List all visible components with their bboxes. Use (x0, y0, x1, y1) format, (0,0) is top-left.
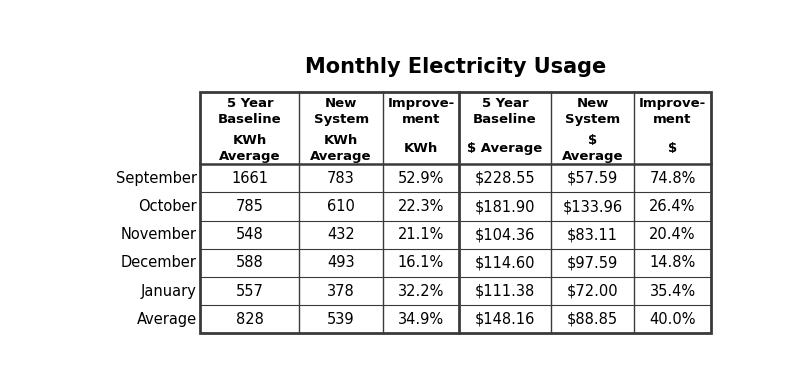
Text: $57.59: $57.59 (567, 171, 618, 186)
Text: October: October (138, 199, 197, 214)
Text: 557: 557 (236, 284, 264, 299)
Text: 20.4%: 20.4% (650, 227, 696, 242)
Text: 26.4%: 26.4% (650, 199, 696, 214)
Text: $
Average: $ Average (562, 134, 623, 163)
Text: $104.36: $104.36 (475, 227, 535, 242)
Text: 40.0%: 40.0% (650, 312, 696, 327)
Text: New
System: New System (565, 98, 620, 126)
Bar (201, 92, 710, 334)
Text: $228.55: $228.55 (474, 171, 535, 186)
Text: 828: 828 (236, 312, 264, 327)
Text: 5 Year
Baseline: 5 Year Baseline (474, 98, 537, 126)
Text: 493: 493 (327, 255, 355, 270)
Text: $: $ (668, 142, 677, 155)
Text: 52.9%: 52.9% (398, 171, 444, 186)
Text: $181.90: $181.90 (474, 199, 535, 214)
Text: $72.00: $72.00 (567, 284, 618, 299)
Text: KWh
Average: KWh Average (219, 134, 281, 163)
Text: $133.96: $133.96 (562, 199, 622, 214)
Text: November: November (121, 227, 197, 242)
Text: 16.1%: 16.1% (398, 255, 444, 270)
Text: 32.2%: 32.2% (398, 284, 444, 299)
Text: KWh
Average: KWh Average (310, 134, 372, 163)
Text: December: December (121, 255, 197, 270)
Text: KWh: KWh (404, 142, 438, 155)
Text: 548: 548 (236, 227, 264, 242)
Text: 1661: 1661 (231, 171, 269, 186)
Text: 610: 610 (327, 199, 355, 214)
Text: $ Average: $ Average (467, 142, 542, 155)
Text: $88.85: $88.85 (567, 312, 618, 327)
Text: Improve-
ment: Improve- ment (639, 98, 706, 126)
Text: Improve-
ment: Improve- ment (387, 98, 454, 126)
Text: $114.60: $114.60 (474, 255, 535, 270)
Text: $83.11: $83.11 (567, 227, 618, 242)
Text: 34.9%: 34.9% (398, 312, 444, 327)
Text: 35.4%: 35.4% (650, 284, 695, 299)
Text: $111.38: $111.38 (475, 284, 535, 299)
Text: 14.8%: 14.8% (650, 255, 696, 270)
Text: 785: 785 (236, 199, 264, 214)
Text: $97.59: $97.59 (567, 255, 618, 270)
Text: 5 Year
Baseline: 5 Year Baseline (218, 98, 282, 126)
Text: 539: 539 (327, 312, 355, 327)
Text: Average: Average (137, 312, 197, 327)
Text: 432: 432 (327, 227, 355, 242)
Text: New
System: New System (314, 98, 369, 126)
Text: 74.8%: 74.8% (650, 171, 696, 186)
Text: 22.3%: 22.3% (398, 199, 444, 214)
Text: 588: 588 (236, 255, 264, 270)
Text: 783: 783 (327, 171, 355, 186)
Text: January: January (141, 284, 197, 299)
Text: Monthly Electricity Usage: Monthly Electricity Usage (305, 57, 606, 77)
Text: September: September (116, 171, 197, 186)
Text: $148.16: $148.16 (475, 312, 535, 327)
Text: 378: 378 (327, 284, 355, 299)
Text: 21.1%: 21.1% (398, 227, 444, 242)
